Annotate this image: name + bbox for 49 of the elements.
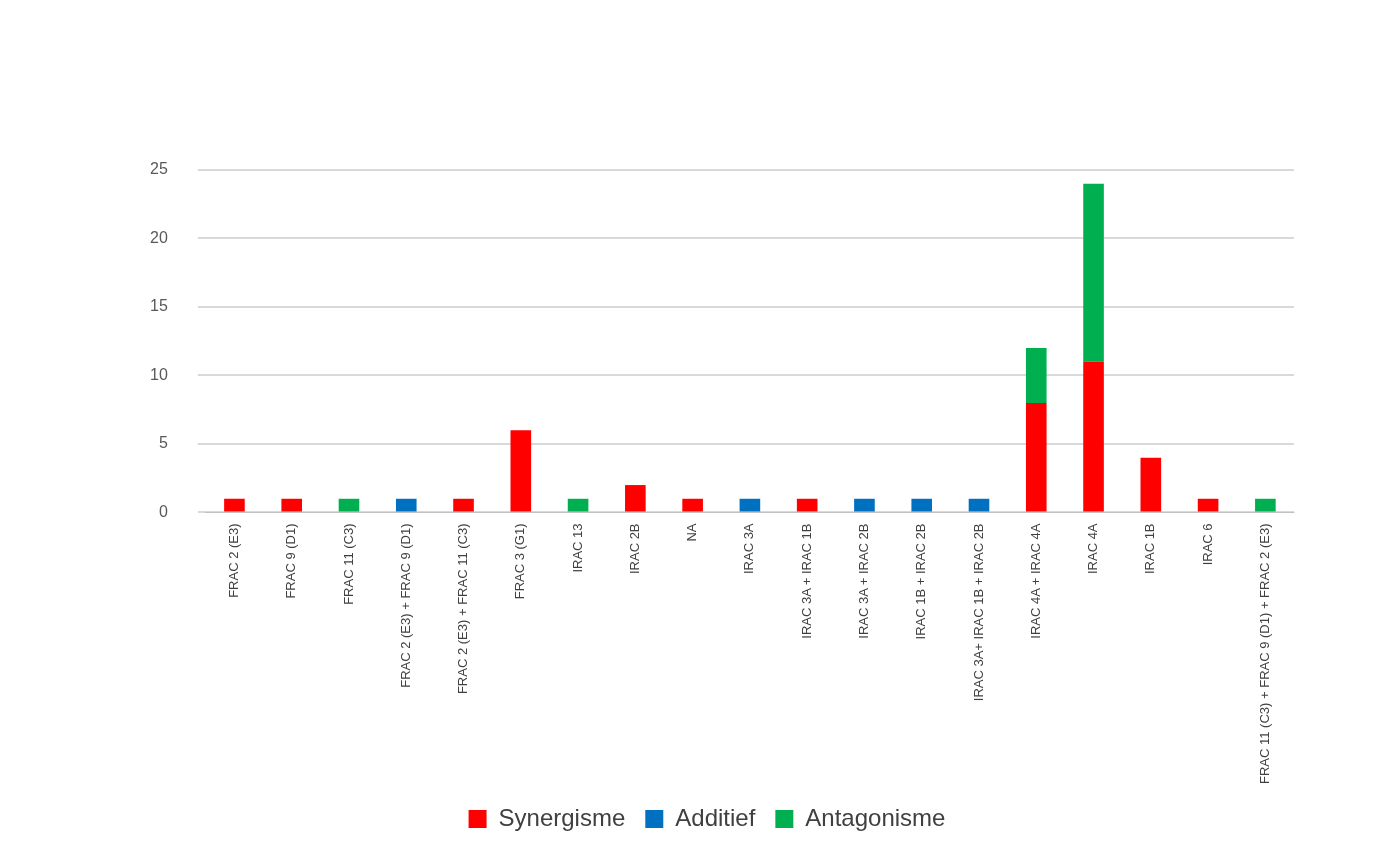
x-tick-label: IRAC 3A+ IRAC 1B + IRAC 2B <box>970 523 986 702</box>
bar <box>796 498 818 512</box>
y-tick-label: 15 <box>150 297 168 315</box>
bar <box>1255 498 1276 512</box>
bar <box>911 498 933 512</box>
bar <box>625 485 646 512</box>
bar <box>338 498 360 512</box>
bar <box>968 498 990 512</box>
x-tick-label: IRAC 1B <box>1142 523 1158 575</box>
legend-label: Additief <box>675 803 756 831</box>
x-tick-label: IRAC 4A <box>1085 523 1101 575</box>
x-tick-label: IRAC 3A + IRAC 1B <box>798 523 814 639</box>
y-tick-label: 10 <box>150 365 168 383</box>
bar <box>1025 348 1047 403</box>
x-tick-label: IRAC 6 <box>1199 523 1215 566</box>
x-tick-label: IRAC 3A <box>741 523 757 575</box>
bar <box>395 498 417 512</box>
y-tick-label: 5 <box>158 434 168 452</box>
legend-label: Synergisme <box>498 803 626 831</box>
x-tick-label: IRAC 4A + IRAC 4A <box>1027 523 1043 639</box>
x-tick-label: FRAC 9 (D1) <box>283 523 299 599</box>
bar <box>739 498 761 512</box>
x-tick-label: IRAC 2B <box>626 523 642 575</box>
bar <box>1083 183 1104 362</box>
x-tick-label: IRAC 3A + IRAC 2B <box>856 523 872 639</box>
bar <box>281 498 303 512</box>
x-tick-label: FRAC 2 (E3) <box>226 523 242 598</box>
x-tick-label: IRAC 13 <box>569 523 585 573</box>
x-tick-label: FRAC 3 (G1) <box>512 523 528 600</box>
bar <box>510 430 532 512</box>
bar <box>1083 361 1104 512</box>
bar <box>453 498 474 512</box>
bar <box>854 498 875 512</box>
bar <box>1197 498 1219 512</box>
x-tick-label: FRAC 2 (E3) + FRAC 11 (C3) <box>455 523 471 695</box>
bar <box>682 498 703 512</box>
x-tick-label: IRAC 1B + IRAC 2B <box>913 523 929 640</box>
x-tick-label: FRAC 11 (C3) + FRAC 9 (D1) + FRAC 2 (E3) <box>1256 523 1272 785</box>
bar <box>224 498 245 512</box>
y-tick-label: 20 <box>150 228 168 246</box>
bar <box>567 498 589 512</box>
bar <box>1025 402 1047 512</box>
y-tick-label: 25 <box>150 160 168 178</box>
x-tick-label: FRAC 2 (E3) + FRAC 9 (D1) <box>397 523 413 688</box>
x-tick-label: NA <box>684 523 700 542</box>
x-tick-label: FRAC 11 (C3) <box>340 523 356 605</box>
bar <box>1140 457 1162 512</box>
y-tick-label: 0 <box>158 502 168 520</box>
legend-label: Antagonisme <box>805 803 946 831</box>
